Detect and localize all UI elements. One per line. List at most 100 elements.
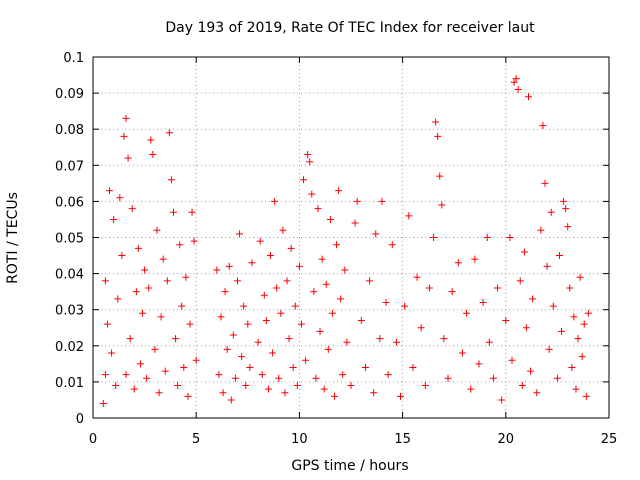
data-point [281, 389, 289, 397]
data-point [574, 335, 582, 343]
data-point [330, 392, 338, 400]
data-point [372, 230, 380, 238]
data-point [227, 396, 235, 404]
data-point [122, 114, 130, 122]
data-point [264, 385, 272, 393]
data-point [217, 313, 225, 321]
data-point [267, 252, 275, 260]
x-tick-label: 20 [498, 432, 515, 447]
data-point [116, 194, 124, 202]
y-axis-title: ROTI / TECUs [5, 192, 21, 284]
data-point [122, 371, 130, 379]
data-point [285, 335, 293, 343]
data-point [190, 237, 198, 245]
data-point [258, 371, 266, 379]
data-point [508, 356, 516, 364]
data-point [578, 353, 586, 361]
data-point [178, 302, 186, 310]
data-point [512, 75, 520, 83]
data-point [106, 187, 114, 195]
data-point [541, 179, 549, 187]
data-point [463, 309, 471, 317]
data-point [392, 338, 400, 346]
data-point [101, 371, 109, 379]
data-point [525, 93, 533, 101]
data-point [238, 353, 246, 361]
data-point [108, 349, 116, 357]
data-point [289, 363, 297, 371]
data-point [165, 129, 173, 137]
chart-title: Day 193 of 2019, Rate Of TEC Index for r… [165, 20, 535, 36]
data-point [297, 320, 305, 328]
data-point [568, 363, 576, 371]
data-point [333, 241, 341, 249]
data-point [118, 252, 126, 260]
data-point [159, 255, 167, 263]
data-point [260, 291, 268, 299]
data-point [256, 237, 264, 245]
data-point [421, 382, 429, 390]
data-point [401, 302, 409, 310]
data-point [580, 320, 588, 328]
data-point [128, 205, 136, 213]
data-point [489, 374, 497, 382]
data-point [145, 284, 153, 292]
data-point [502, 317, 510, 325]
data-point [555, 252, 563, 260]
data-point [134, 244, 142, 252]
data-point [132, 288, 140, 296]
data-point [291, 302, 299, 310]
data-point [357, 317, 365, 325]
data-point [438, 201, 446, 209]
data-point [335, 187, 343, 195]
data-point [279, 226, 287, 234]
data-point [533, 389, 541, 397]
data-point [520, 248, 528, 256]
data-point [176, 241, 184, 249]
data-point [182, 273, 190, 281]
data-point [572, 385, 580, 393]
data-point [320, 385, 328, 393]
data-point [564, 223, 572, 231]
data-point [562, 205, 570, 213]
data-point [522, 324, 530, 332]
data-point [545, 345, 553, 353]
y-tick-label: 0.02 [55, 340, 84, 355]
data-point [560, 197, 568, 205]
data-point [293, 382, 301, 390]
data-point [157, 313, 165, 321]
data-point [124, 154, 132, 162]
data-point [101, 277, 109, 285]
data-point [430, 234, 438, 241]
data-point [139, 309, 147, 317]
data-point [361, 363, 369, 371]
data-point [543, 262, 551, 270]
data-point [186, 320, 194, 328]
data-point [558, 327, 566, 335]
data-point [494, 284, 502, 292]
data-point [322, 280, 330, 288]
data-point [529, 295, 537, 303]
data-point [254, 338, 262, 346]
y-tick-label: 0 [76, 412, 84, 427]
y-tick-label: 0.06 [55, 195, 84, 210]
data-point [378, 197, 386, 205]
data-point [518, 382, 526, 390]
data-point [120, 132, 128, 140]
x-tick-label: 25 [601, 432, 618, 447]
y-tick-label: 0.1 [63, 51, 84, 66]
data-point [155, 389, 163, 397]
data-point [337, 295, 345, 303]
data-point [103, 320, 111, 328]
data-point [570, 313, 578, 321]
y-tick-label: 0.05 [55, 232, 84, 247]
data-point [553, 374, 561, 382]
data-point [370, 389, 378, 397]
data-point [167, 176, 175, 184]
x-tick-label: 0 [89, 432, 97, 447]
data-point [304, 150, 312, 158]
grid-lines [93, 57, 609, 418]
data-point [300, 176, 308, 184]
data-point [221, 288, 229, 296]
data-point [308, 190, 316, 198]
